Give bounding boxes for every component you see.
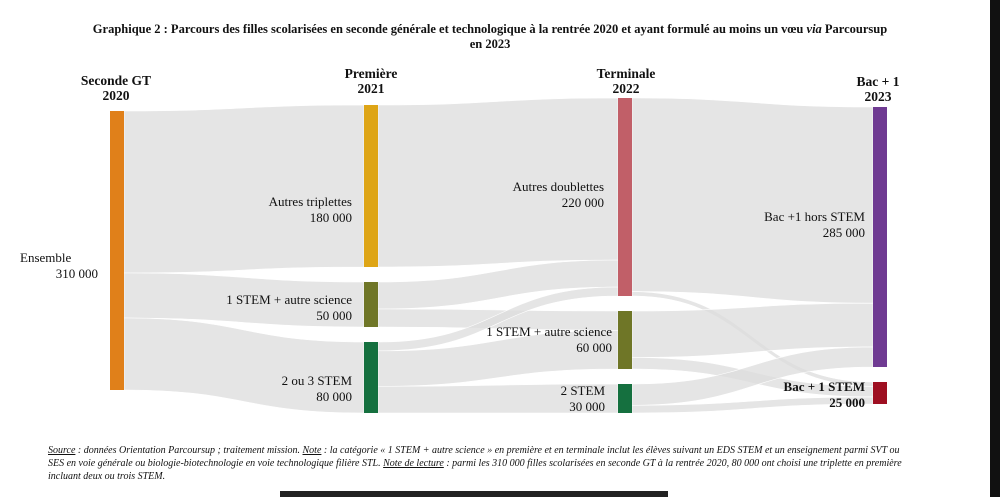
node-name: 1 STEM + autre science bbox=[226, 292, 352, 307]
column-name: Seconde GT bbox=[80, 73, 152, 88]
column-header-premiere: Première 2021 bbox=[311, 66, 431, 96]
title-line-2: en 2023 bbox=[469, 37, 511, 51]
node-value: 310 000 bbox=[55, 266, 98, 281]
node-label-autres-doublettes: Autres doublettes 220 000 bbox=[440, 179, 604, 211]
node-value: 180 000 bbox=[309, 210, 352, 225]
column-year: 2023 bbox=[864, 89, 892, 104]
lecture-text: : parmi les 310 000 filles scolarisées e… bbox=[48, 458, 902, 482]
title-via: via bbox=[806, 22, 822, 36]
title-text: Graphique 2 : Parcours des filles scolar… bbox=[92, 22, 804, 36]
node-value: 80 000 bbox=[316, 389, 352, 404]
node-bar-stem_autre_t bbox=[618, 311, 632, 369]
node-name: Ensemble bbox=[20, 250, 72, 265]
node-value: 25 000 bbox=[829, 395, 865, 410]
node-value: 50 000 bbox=[316, 308, 352, 323]
node-bar-ensemble bbox=[110, 111, 124, 390]
flow-autres_doublettes-to-bac1_hors bbox=[631, 97, 874, 304]
column-year: 2022 bbox=[612, 81, 640, 96]
node-value: 30 000 bbox=[569, 399, 605, 414]
node-value: 60 000 bbox=[576, 340, 612, 355]
column-header-seconde: Seconde GT 2020 bbox=[56, 73, 176, 103]
node-label-autres-triplettes: Autres triplettes 180 000 bbox=[200, 194, 352, 226]
node-bar-stem_2 bbox=[618, 384, 632, 413]
node-value: 220 000 bbox=[561, 195, 604, 210]
note-text: : la catégorie « 1 STEM + autre science … bbox=[48, 445, 900, 469]
column-header-bac1: Bac + 1 2023 bbox=[818, 74, 938, 104]
node-bar-bac1_hors bbox=[873, 107, 887, 367]
lecture-label: Note de lecture bbox=[383, 458, 444, 469]
node-label-stem-2: 2 STEM 30 000 bbox=[520, 383, 605, 415]
sankey-nodes bbox=[110, 98, 887, 413]
node-bar-stem_2_3 bbox=[364, 342, 378, 413]
flow-ensemble-to-autres_triplettes bbox=[123, 104, 365, 274]
column-year: 2020 bbox=[102, 88, 130, 103]
column-header-terminale: Terminale 2022 bbox=[566, 66, 686, 96]
flow-stem_autre_p-to-autres_doublettes bbox=[377, 259, 619, 310]
node-label-stem-autre-premiere: 1 STEM + autre science 50 000 bbox=[172, 292, 352, 324]
node-label-stem-autre-terminale: 1 STEM + autre science 60 000 bbox=[426, 324, 612, 356]
node-label-ensemble: Ensemble 310 000 bbox=[20, 250, 98, 282]
node-label-stem-2-3: 2 ou 3 STEM 80 000 bbox=[200, 373, 352, 405]
node-bar-autres_triplettes bbox=[364, 105, 378, 267]
column-name: Première bbox=[344, 66, 398, 81]
column-year: 2021 bbox=[357, 81, 385, 96]
column-name: Bac + 1 bbox=[856, 74, 900, 89]
node-name: Autres doublettes bbox=[512, 179, 604, 194]
node-label-bac1-hors-stem: Bac +1 hors STEM 285 000 bbox=[720, 209, 865, 241]
node-name: 2 ou 3 STEM bbox=[281, 373, 352, 388]
node-name: 1 STEM + autre science bbox=[486, 324, 612, 339]
note-label: Note bbox=[302, 445, 322, 456]
chart-title: Graphique 2 : Parcours des filles scolar… bbox=[40, 22, 940, 52]
node-name: Bac + 1 STEM bbox=[783, 379, 865, 394]
bottom-scrollbar[interactable] bbox=[280, 491, 668, 497]
source-text: : données Orientation Parcoursup ; trait… bbox=[75, 445, 303, 456]
node-value: 285 000 bbox=[822, 225, 865, 240]
column-name: Terminale bbox=[596, 66, 656, 81]
title-text-end: Parcoursup bbox=[824, 22, 888, 36]
sankey-links bbox=[123, 97, 874, 414]
right-edge-border bbox=[990, 0, 1000, 497]
node-name: 2 STEM bbox=[560, 383, 605, 398]
node-name: Autres triplettes bbox=[268, 194, 352, 209]
node-name: Bac +1 hors STEM bbox=[764, 209, 865, 224]
node-bar-bac1_stem bbox=[873, 382, 887, 404]
chart-note: Source : données Orientation Parcoursup … bbox=[48, 444, 908, 483]
source-label: Source bbox=[48, 445, 76, 456]
node-bar-autres_doublettes bbox=[618, 98, 632, 296]
node-bar-stem_autre_p bbox=[364, 282, 378, 327]
node-label-bac1-stem: Bac + 1 STEM 25 000 bbox=[740, 379, 865, 411]
